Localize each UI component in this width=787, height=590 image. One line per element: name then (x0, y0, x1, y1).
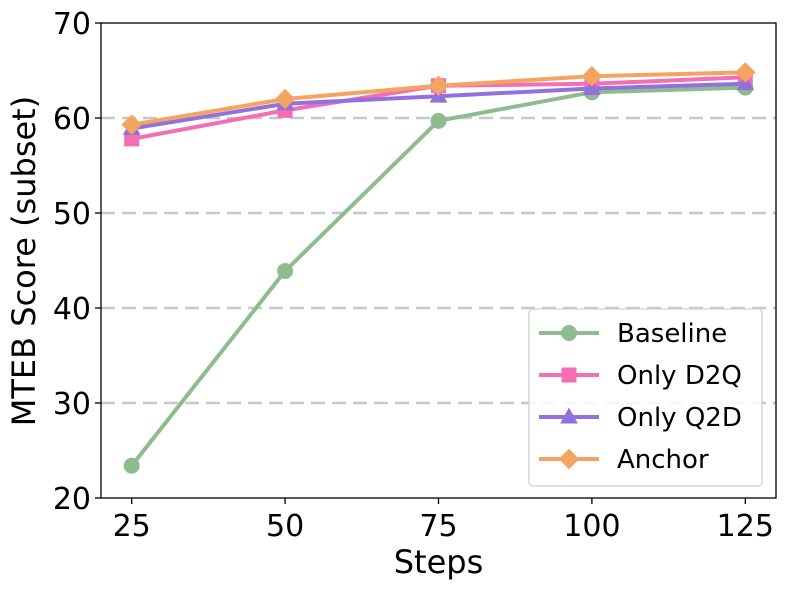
y-tick-label-20: 20 (53, 482, 91, 517)
x-axis-title: Steps (394, 543, 484, 581)
legend-box (528, 308, 763, 487)
data-point-anchor-25 (121, 114, 142, 135)
legend-item-baseline: Baseline (539, 319, 727, 349)
x-tick-label-50: 50 (266, 509, 304, 544)
data-point-anchor-50 (274, 88, 296, 110)
legend-marker-only-q2d (560, 407, 578, 424)
data-point-anchor-125 (735, 62, 756, 83)
data-point-baseline-50 (277, 262, 294, 279)
legend-item-only-q2d: Only Q2D (539, 403, 742, 433)
x-tick-label-125: 125 (717, 509, 774, 544)
y-axis-title: MTEB Score (subset) (5, 96, 43, 426)
legend-label-only-d2q: Only D2Q (617, 361, 742, 391)
legend-label-baseline: Baseline (617, 319, 727, 349)
legend-marker-anchor (558, 448, 580, 470)
x-tick-label-100: 100 (563, 509, 620, 544)
x-tick-label-25: 25 (113, 509, 151, 544)
series-baseline (123, 79, 754, 474)
data-point-baseline-75 (430, 112, 447, 129)
y-tick-label-40: 40 (53, 292, 91, 327)
legend-item-anchor: Anchor (539, 445, 709, 475)
y-tick-label-70: 70 (53, 7, 91, 42)
legend: Baseline Only D2Q Only Q2D Anchor (528, 308, 763, 487)
y-tick-label-50: 50 (53, 197, 91, 232)
y-tick-label-30: 30 (53, 387, 91, 422)
axis-ticks: 20 30 40 50 60 70 25 50 75 100 125 (53, 7, 774, 544)
y-tick-label-60: 60 (53, 102, 91, 137)
data-point-anchor-75 (428, 75, 449, 96)
legend-marker-only-d2q (561, 367, 577, 383)
legend-label-only-q2d: Only Q2D (617, 403, 742, 433)
data-point-anchor-100 (581, 65, 603, 87)
data-point-only-q2d-100 (583, 79, 601, 96)
x-tick-label-75: 75 (419, 509, 457, 544)
data-point-baseline-25 (123, 457, 140, 474)
series-anchor (121, 62, 756, 135)
legend-label-anchor: Anchor (617, 445, 709, 475)
series-group (121, 62, 756, 474)
legend-marker-baseline (561, 325, 577, 341)
legend-item-only-d2q: Only D2Q (539, 361, 742, 391)
